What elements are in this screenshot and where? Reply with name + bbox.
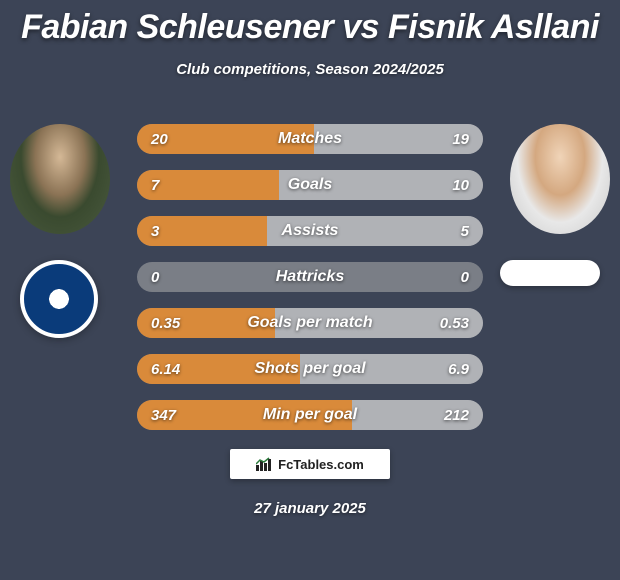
stat-value-right: 0 [461,269,469,286]
avatar-player-right [510,124,610,234]
stat-row: Hattricks0 0 [137,262,483,292]
comparison-title: Fabian Schleusener vs Fisnik Asllani [0,0,620,47]
club-logo-right [500,260,600,286]
stats-container: Matches20 19 Goals7 10 Assists3 5 Hattricks0 0 G… [137,124,483,446]
stat-value-left: 0 [151,269,159,286]
stat-value-right: 19 [452,131,469,148]
stat-row: Assists3 5 [137,216,483,246]
chart-icon [256,457,272,471]
stat-value-right: 0.53 [440,315,469,332]
stat-value-left: 0.35 [151,315,180,332]
stat-label: Goals [137,170,483,200]
stat-label: Matches [137,124,483,154]
brand-badge[interactable]: FcTables.com [230,449,390,479]
brand-text: FcTables.com [278,457,364,472]
stat-label: Hattricks [137,262,483,292]
stat-value-left: 7 [151,177,159,194]
stat-value-left: 20 [151,131,168,148]
club-logo-left [20,260,98,338]
comparison-subtitle: Club competitions, Season 2024/2025 [0,61,620,78]
avatar-player-left [10,124,110,234]
stat-value-right: 5 [461,223,469,240]
stat-row: Min per goal347 212 [137,400,483,430]
stat-label: Shots per goal [137,354,483,384]
stat-row: Goals per match0.35 0.53 [137,308,483,338]
stat-label: Min per goal [137,400,483,430]
stat-row: Goals7 10 [137,170,483,200]
stat-value-left: 347 [151,407,176,424]
stat-value-left: 6.14 [151,361,180,378]
stat-row: Shots per goal6.14 6.9 [137,354,483,384]
stat-value-left: 3 [151,223,159,240]
stat-row: Matches20 19 [137,124,483,154]
stat-value-right: 6.9 [448,361,469,378]
stat-label: Goals per match [137,308,483,338]
stat-value-right: 212 [444,407,469,424]
stat-label: Assists [137,216,483,246]
report-date: 27 january 2025 [0,500,620,517]
stat-value-right: 10 [452,177,469,194]
